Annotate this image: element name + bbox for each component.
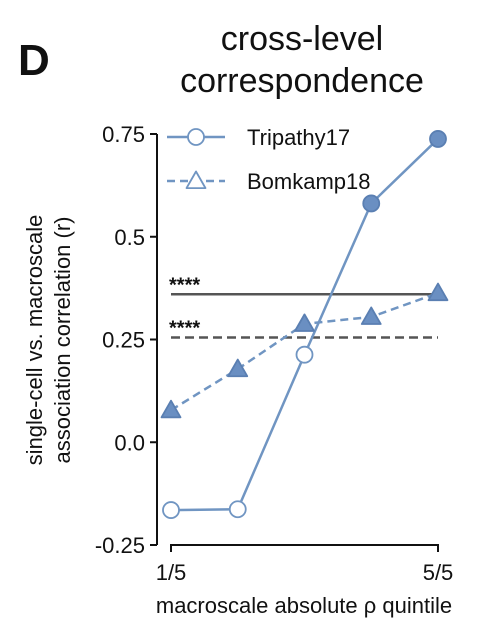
y-axis-label: single-cell vs. macroscale association c… — [22, 215, 75, 466]
data-point — [295, 345, 314, 364]
legend-label: Bomkamp18 — [247, 169, 371, 194]
series-tripathy17 — [162, 130, 447, 519]
y-tick-label: 0.5 — [114, 225, 145, 250]
y-tick-label: -0.25 — [95, 533, 145, 558]
data-point — [228, 500, 247, 519]
data-point — [227, 358, 249, 378]
x-axis-label: macroscale absolute ρ quintile — [156, 593, 452, 618]
legend-entry: Bomkamp18 — [167, 169, 371, 194]
series-layer — [160, 130, 449, 519]
legend: Tripathy17 Bomkamp18 — [167, 125, 371, 194]
significance-label: **** — [169, 274, 200, 296]
data-point — [160, 399, 182, 419]
data-point — [360, 306, 382, 325]
x-tick-label: 5/5 — [423, 560, 454, 585]
data-point — [427, 282, 449, 302]
axes: -0.25 0.0 0.25 0.5 0.75 1/5 5/5 — [95, 122, 453, 585]
data-point — [294, 313, 315, 332]
series-bomkamp18 — [160, 282, 449, 419]
panel-letter: D — [18, 36, 50, 85]
legend-marker — [187, 128, 205, 146]
data-point — [362, 194, 381, 213]
legend-label: Tripathy17 — [247, 125, 350, 150]
y-axis-label-line-1: single-cell vs. macroscale — [22, 215, 47, 466]
data-point — [429, 130, 447, 148]
legend-entry: Tripathy17 — [167, 125, 350, 150]
y-tick-label: 0.25 — [102, 328, 145, 353]
chart-title-line-1: cross-level — [221, 20, 383, 58]
y-tick-label: 0.0 — [114, 430, 145, 455]
chart-title-line-2: correspondence — [180, 62, 424, 100]
y-axis-label-line-2: association correlation (r) — [50, 217, 75, 464]
reference-lines: **** **** — [169, 274, 438, 339]
chart-title: cross-level correspondence — [180, 20, 424, 100]
significance-label: **** — [169, 317, 200, 339]
legend-marker — [185, 170, 207, 190]
x-tick-label: 1/5 — [156, 560, 187, 585]
data-point — [162, 501, 180, 519]
y-tick-label: 0.75 — [102, 122, 145, 147]
